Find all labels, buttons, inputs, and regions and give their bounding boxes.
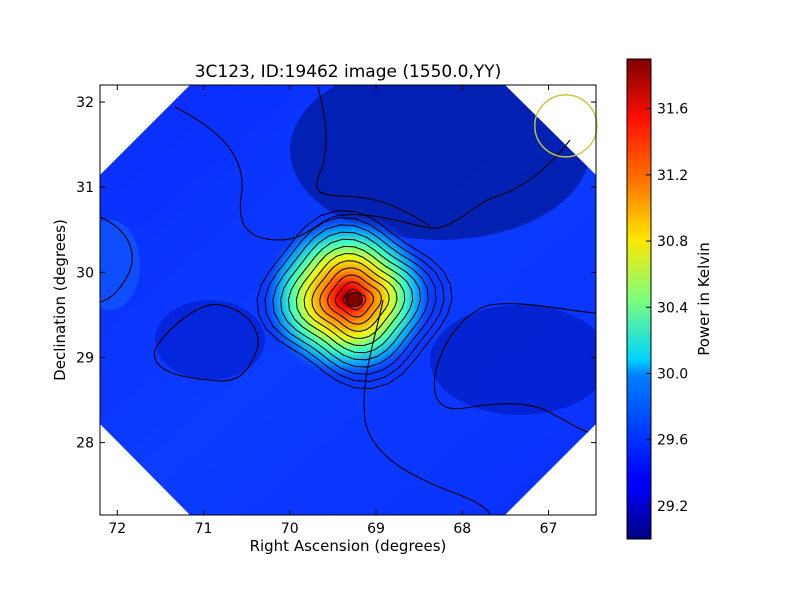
colorbar-tick-label: 30.0 bbox=[657, 366, 688, 382]
peak-contour bbox=[327, 274, 382, 325]
colorbar-tick-label: 30.4 bbox=[657, 300, 688, 316]
peak-contour bbox=[280, 231, 429, 368]
colorbar-gradient bbox=[626, 58, 652, 540]
contour-lower-center bbox=[363, 299, 491, 515]
peak-contour bbox=[256, 210, 453, 390]
dark-region-upper-right bbox=[290, 85, 590, 240]
y-tick-label: 31 bbox=[76, 180, 94, 196]
plot-frame bbox=[99, 84, 597, 516]
peak-contour bbox=[295, 245, 414, 354]
y-axis-ticks: 28 29 30 31 32 bbox=[76, 95, 596, 452]
peak-contour bbox=[287, 238, 422, 361]
contour-upper-left bbox=[174, 106, 571, 241]
chart-title: 3C123, ID:19462 image (1550.0,YY) bbox=[195, 62, 502, 82]
peak-contour bbox=[342, 288, 367, 311]
bright-region-left-edge bbox=[100, 220, 140, 310]
peak-contour bbox=[303, 252, 406, 347]
colorbar-label: Power in Kelvin bbox=[695, 242, 713, 356]
peak-contour bbox=[272, 224, 437, 375]
dark-region-lower-right bbox=[430, 305, 596, 415]
x-tick-label: 72 bbox=[108, 521, 126, 537]
contour-lines bbox=[99, 86, 597, 515]
y-tick-label: 29 bbox=[76, 350, 94, 366]
x-tick-label: 67 bbox=[540, 521, 558, 537]
dark-region-left bbox=[155, 300, 265, 380]
peak-contours bbox=[256, 210, 453, 390]
x-axis-label: Right Ascension (degrees) bbox=[250, 537, 447, 555]
x-tick-label: 69 bbox=[367, 521, 385, 537]
contour-left-edge bbox=[99, 216, 133, 303]
contour-lower-right bbox=[433, 303, 597, 433]
x-axis-ticks: 72 71 70 69 68 67 bbox=[108, 85, 557, 537]
contour-left-island bbox=[153, 303, 259, 382]
peak-contour bbox=[334, 281, 375, 318]
heatmap-image bbox=[100, 85, 596, 515]
peak-contour bbox=[319, 267, 390, 332]
contour-upper-right bbox=[316, 86, 431, 227]
colorbar-tick-label: 31.6 bbox=[657, 102, 688, 118]
x-tick-label: 68 bbox=[453, 521, 471, 537]
y-tick-label: 28 bbox=[76, 436, 94, 452]
y-axis-label: Declination (degrees) bbox=[51, 219, 69, 381]
colorbar-tick-label: 29.2 bbox=[657, 499, 688, 515]
y-tick-label: 30 bbox=[76, 265, 94, 281]
peak-core bbox=[345, 292, 363, 308]
colorbar-tick-label: 30.8 bbox=[657, 234, 688, 250]
x-tick-label: 70 bbox=[281, 521, 299, 537]
plot-area: 72 71 70 69 68 67 28 29 30 31 32 bbox=[76, 84, 598, 537]
peak-contour bbox=[311, 260, 398, 339]
peak-contour bbox=[264, 217, 445, 382]
y-tick-label: 32 bbox=[76, 95, 94, 111]
colorbar: 29.2 29.6 30.0 30.4 30.8 31.2 31.6 Power in Ke… bbox=[626, 58, 713, 540]
x-tick-label: 71 bbox=[195, 521, 213, 537]
colorbar-tick-label: 31.2 bbox=[657, 168, 688, 184]
colorbar-ticks: 29.2 29.6 30.0 30.4 30.8 31.2 31.6 bbox=[646, 102, 688, 515]
beam-circle bbox=[534, 94, 598, 158]
colorbar-tick-label: 29.6 bbox=[657, 433, 688, 449]
